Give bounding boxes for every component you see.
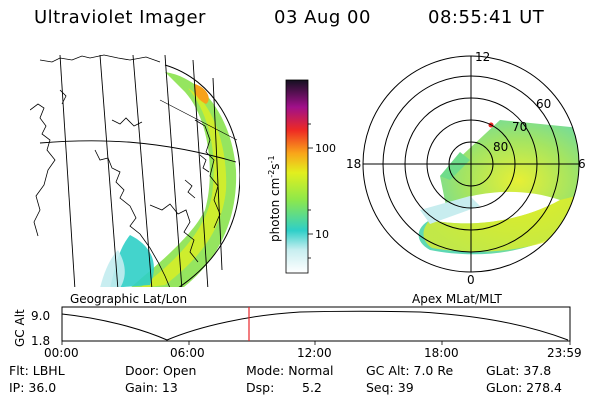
- status-ip: IP: 36.0: [9, 380, 57, 395]
- altitude-timeline: [61, 306, 571, 345]
- colorbar-tick-100: 100: [315, 142, 336, 155]
- polar-plot: [362, 55, 580, 273]
- time-tick-1200: 12:00: [297, 346, 332, 360]
- time-tick-0600: 06:00: [170, 346, 205, 360]
- longitude-lines: [59, 54, 223, 287]
- status-filter: Flt: LBHL: [9, 363, 65, 378]
- mlt-label-6: 6: [578, 157, 586, 171]
- header-time: 08:55:41 UT: [428, 7, 545, 28]
- status-glat: GLat: 37.8: [486, 363, 552, 378]
- colorbar-tick-10: 10: [315, 228, 329, 241]
- left-panel-caption: Geographic Lat/Lon: [70, 292, 187, 306]
- altitude-tick-bottom: 1.8: [31, 334, 50, 348]
- colorbar-label: photon cm-2s-1: [267, 155, 282, 242]
- status-gc-alt: GC Alt: 7.0 Re: [366, 363, 454, 378]
- status-door: Door: Open: [125, 363, 197, 378]
- altitude-curve: [61, 310, 569, 341]
- earth-limb: [164, 64, 240, 287]
- mlt-label-12: 12: [475, 50, 490, 64]
- altitude-axis-label: GC Alt: [13, 309, 27, 347]
- status-gain: Gain: 13: [125, 380, 178, 395]
- mlat-label-70: 70: [512, 120, 527, 134]
- time-tick-2359: 23:59: [547, 346, 582, 360]
- status-mode: Mode: Normal: [246, 363, 334, 378]
- status-glon: GLon: 278.4: [486, 380, 562, 395]
- mlt-label-18: 18: [346, 157, 361, 171]
- time-tick-1800: 18:00: [424, 346, 459, 360]
- colorbar: [285, 79, 309, 274]
- time-tick-0000: 00:00: [44, 346, 79, 360]
- app-title: Ultraviolet Imager: [34, 7, 206, 28]
- status-dsp-value: 5.2: [302, 380, 322, 395]
- coastlines: [30, 54, 221, 287]
- mlat-label-80: 80: [493, 140, 508, 154]
- right-panel-caption: Apex MLat/MLT: [412, 292, 502, 306]
- mlt-label-0: 0: [467, 273, 475, 287]
- geographic-map: [30, 54, 240, 287]
- status-dsp-label: Dsp:: [246, 380, 275, 395]
- altitude-tick-top: 9.0: [31, 309, 50, 323]
- status-seq: Seq: 39: [366, 380, 414, 395]
- header-date: 03 Aug 00: [274, 7, 371, 28]
- mlat-label-60: 60: [536, 97, 551, 111]
- colorbar-ticks: [308, 123, 313, 259]
